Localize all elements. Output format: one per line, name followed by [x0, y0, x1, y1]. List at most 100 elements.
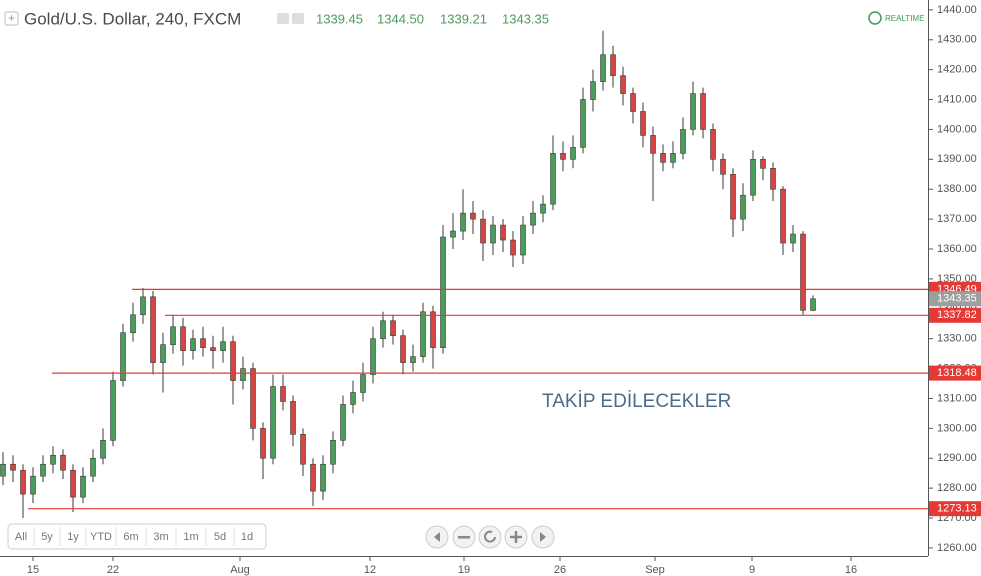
- candle-body: [550, 153, 556, 205]
- candle-body: [250, 368, 256, 429]
- header-open: 1339.45: [316, 11, 363, 26]
- candle-body: [490, 224, 496, 244]
- candle-body: [310, 463, 316, 492]
- zoom-out-icon: [458, 536, 470, 539]
- header-high: 1344.50: [377, 11, 424, 26]
- candle-body: [60, 454, 66, 471]
- level-label-box: [929, 365, 981, 381]
- candle-body: [280, 386, 286, 402]
- y-tick-label: 1330.00: [937, 333, 977, 345]
- scroll-right-icon: [540, 532, 546, 542]
- candle-body: [510, 239, 516, 256]
- x-tick-label: Sep: [645, 564, 665, 576]
- range-button[interactable]: 6m: [123, 531, 138, 543]
- candle-body: [130, 314, 136, 334]
- candle-body: [50, 454, 56, 465]
- candle-body: [320, 463, 326, 492]
- x-tick-label: 9: [749, 564, 755, 576]
- candle-body: [620, 75, 626, 94]
- add-icon: +: [8, 11, 15, 25]
- candle-body: [340, 404, 346, 441]
- add-button[interactable]: [4, 11, 19, 26]
- reset[interactable]: [478, 525, 502, 549]
- candle-body: [40, 463, 46, 477]
- header-close: 1343.35: [502, 11, 549, 26]
- range-button[interactable]: 1m: [183, 531, 198, 543]
- candle-body: [700, 93, 706, 130]
- candle-body: [210, 347, 216, 351]
- candle-body: [500, 224, 506, 241]
- x-tick-label: 19: [458, 564, 470, 576]
- level-label: 1273.13: [937, 503, 977, 515]
- x-tick-label: 26: [554, 564, 566, 576]
- candle-body: [590, 81, 596, 100]
- y-tick-label: 1310.00: [937, 392, 977, 404]
- candle-body: [580, 99, 586, 148]
- candle-body: [240, 368, 246, 381]
- candle-body: [760, 159, 766, 169]
- nav-buttons: [425, 525, 555, 549]
- hide-icon[interactable]: [292, 13, 304, 24]
- candle-body: [150, 296, 156, 363]
- candle-body: [750, 159, 756, 196]
- candle-body: [70, 469, 76, 498]
- candle-body: [230, 341, 236, 381]
- candle-body: [110, 380, 116, 441]
- level-label-box: [929, 307, 981, 323]
- candle-body: [30, 475, 36, 495]
- range-button[interactable]: 5d: [214, 531, 226, 543]
- settings-icon[interactable]: [277, 13, 289, 24]
- y-tick-label: 1360.00: [937, 243, 977, 255]
- candle-body: [520, 224, 526, 256]
- range-button[interactable]: YTD: [90, 531, 112, 543]
- candle-body: [20, 469, 26, 495]
- candle-body: [570, 147, 576, 160]
- candle-body: [330, 440, 336, 465]
- realtime-icon[interactable]: [868, 11, 882, 25]
- candle-body: [90, 457, 96, 477]
- range-button[interactable]: 5y: [41, 531, 53, 543]
- candle-body: [140, 296, 146, 316]
- candle-body: [560, 153, 566, 160]
- range-button[interactable]: 3m: [153, 531, 168, 543]
- candle-body: [190, 338, 196, 351]
- candle-body: [530, 212, 536, 226]
- scroll-left-icon: [434, 532, 440, 542]
- y-tick-label: 1350.00: [937, 273, 977, 285]
- candle-body: [300, 434, 306, 465]
- y-tick-label: 1440.00: [937, 4, 977, 16]
- plot: [0, 30, 816, 519]
- candle-body: [800, 233, 806, 311]
- y-tick-label: 1430.00: [937, 34, 977, 46]
- candle-body: [470, 212, 476, 220]
- level-label: 1318.48: [937, 367, 977, 379]
- candle-body: [730, 173, 736, 220]
- candle-body: [630, 93, 636, 112]
- candle-body: [810, 298, 816, 311]
- range-button[interactable]: 1y: [67, 531, 79, 543]
- chart-title: Gold/U.S. Dollar, 240, FXCM: [24, 9, 241, 28]
- candle-body: [780, 188, 786, 244]
- candle-body: [720, 159, 726, 175]
- y-tick-label: 1380.00: [937, 183, 977, 195]
- y-tick-label: 1370.00: [937, 213, 977, 225]
- range-button[interactable]: 1d: [241, 531, 253, 543]
- x-tick-label: Aug: [230, 564, 250, 576]
- range-button[interactable]: All: [15, 531, 27, 543]
- candle-body: [410, 356, 416, 363]
- y-tick-label: 1280.00: [937, 482, 977, 494]
- realtime-label[interactable]: REALTIME: [885, 14, 924, 23]
- candle-body: [220, 341, 226, 351]
- y-tick-label: 1300.00: [937, 422, 977, 434]
- level-label-box: [929, 501, 981, 517]
- x-tick-label: 22: [107, 564, 119, 576]
- y-tick-label: 1400.00: [937, 123, 977, 135]
- candle-body: [0, 463, 6, 477]
- candle-body: [370, 338, 376, 375]
- candle-body: [640, 111, 646, 136]
- candle-body: [170, 326, 176, 345]
- candle-body: [770, 167, 776, 190]
- candle-body: [710, 129, 716, 160]
